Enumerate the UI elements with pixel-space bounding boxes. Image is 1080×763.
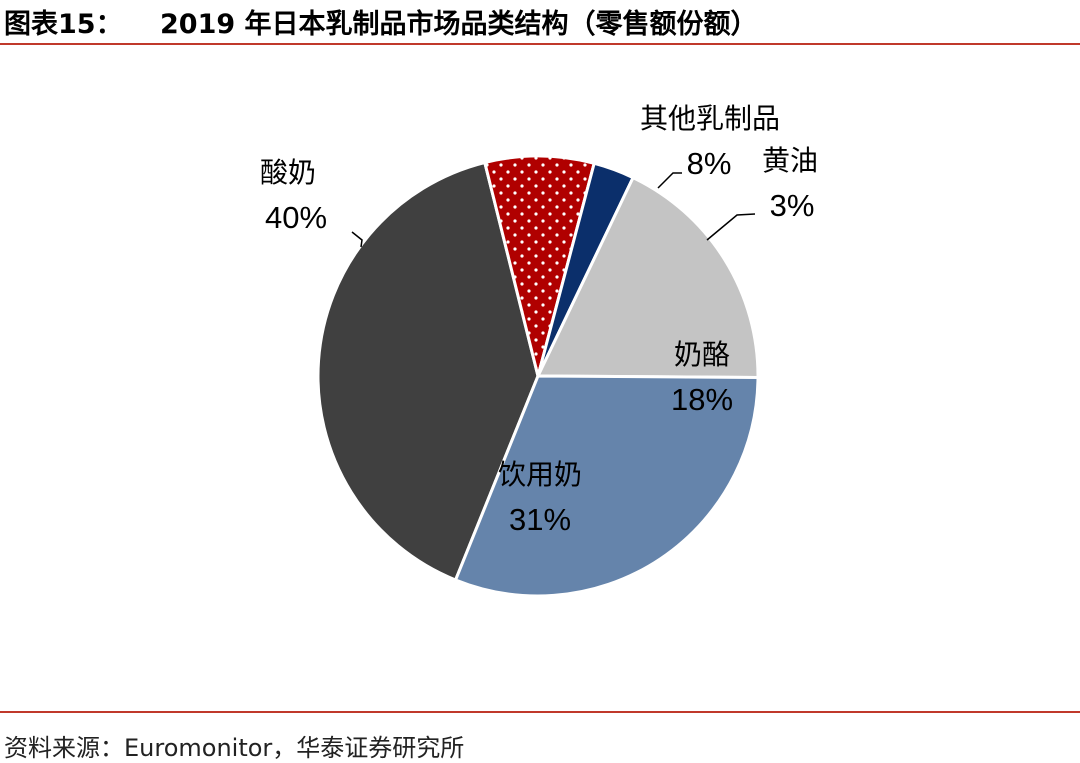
slice-value-其他乳制品: 8% [687, 146, 732, 181]
leader-line-黄油 [706, 213, 756, 241]
figure-title: 2019 年日本乳制品市场品类结构（零售额份额） [160, 9, 758, 40]
slice-label-饮用奶: 饮用奶 [498, 458, 582, 491]
header-rule [0, 43, 1080, 45]
slice-label-黄油: 黄油 [762, 144, 818, 177]
slice-label-其他乳制品: 其他乳制品 [640, 102, 780, 135]
leader-line-酸奶 [351, 231, 363, 248]
source-note: 资料来源：Euromonitor，华泰证券研究所 [4, 734, 465, 762]
figure-label: 图表15： [4, 9, 123, 40]
slice-value-饮用奶: 31% [509, 502, 571, 537]
leader-line-其他乳制品 [657, 172, 682, 189]
pie-slice-酸奶 [316, 161, 540, 582]
pie-slices [316, 154, 760, 598]
footer-rule [0, 711, 1080, 713]
slice-label-奶酪: 奶酪 [674, 338, 730, 371]
pie-slice-其他乳制品 [483, 154, 596, 378]
slice-label-酸奶: 酸奶 [260, 156, 316, 189]
slice-value-奶酪: 18% [671, 382, 733, 417]
slice-value-酸奶: 40% [265, 200, 327, 235]
pie-slice-奶酪 [536, 176, 760, 380]
pie-slice-饮用奶 [454, 374, 760, 598]
slice-value-黄油: 3% [770, 188, 815, 223]
figure-header: 图表15： 2019 年日本乳制品市场品类结构（零售额份额） [0, 0, 1080, 44]
